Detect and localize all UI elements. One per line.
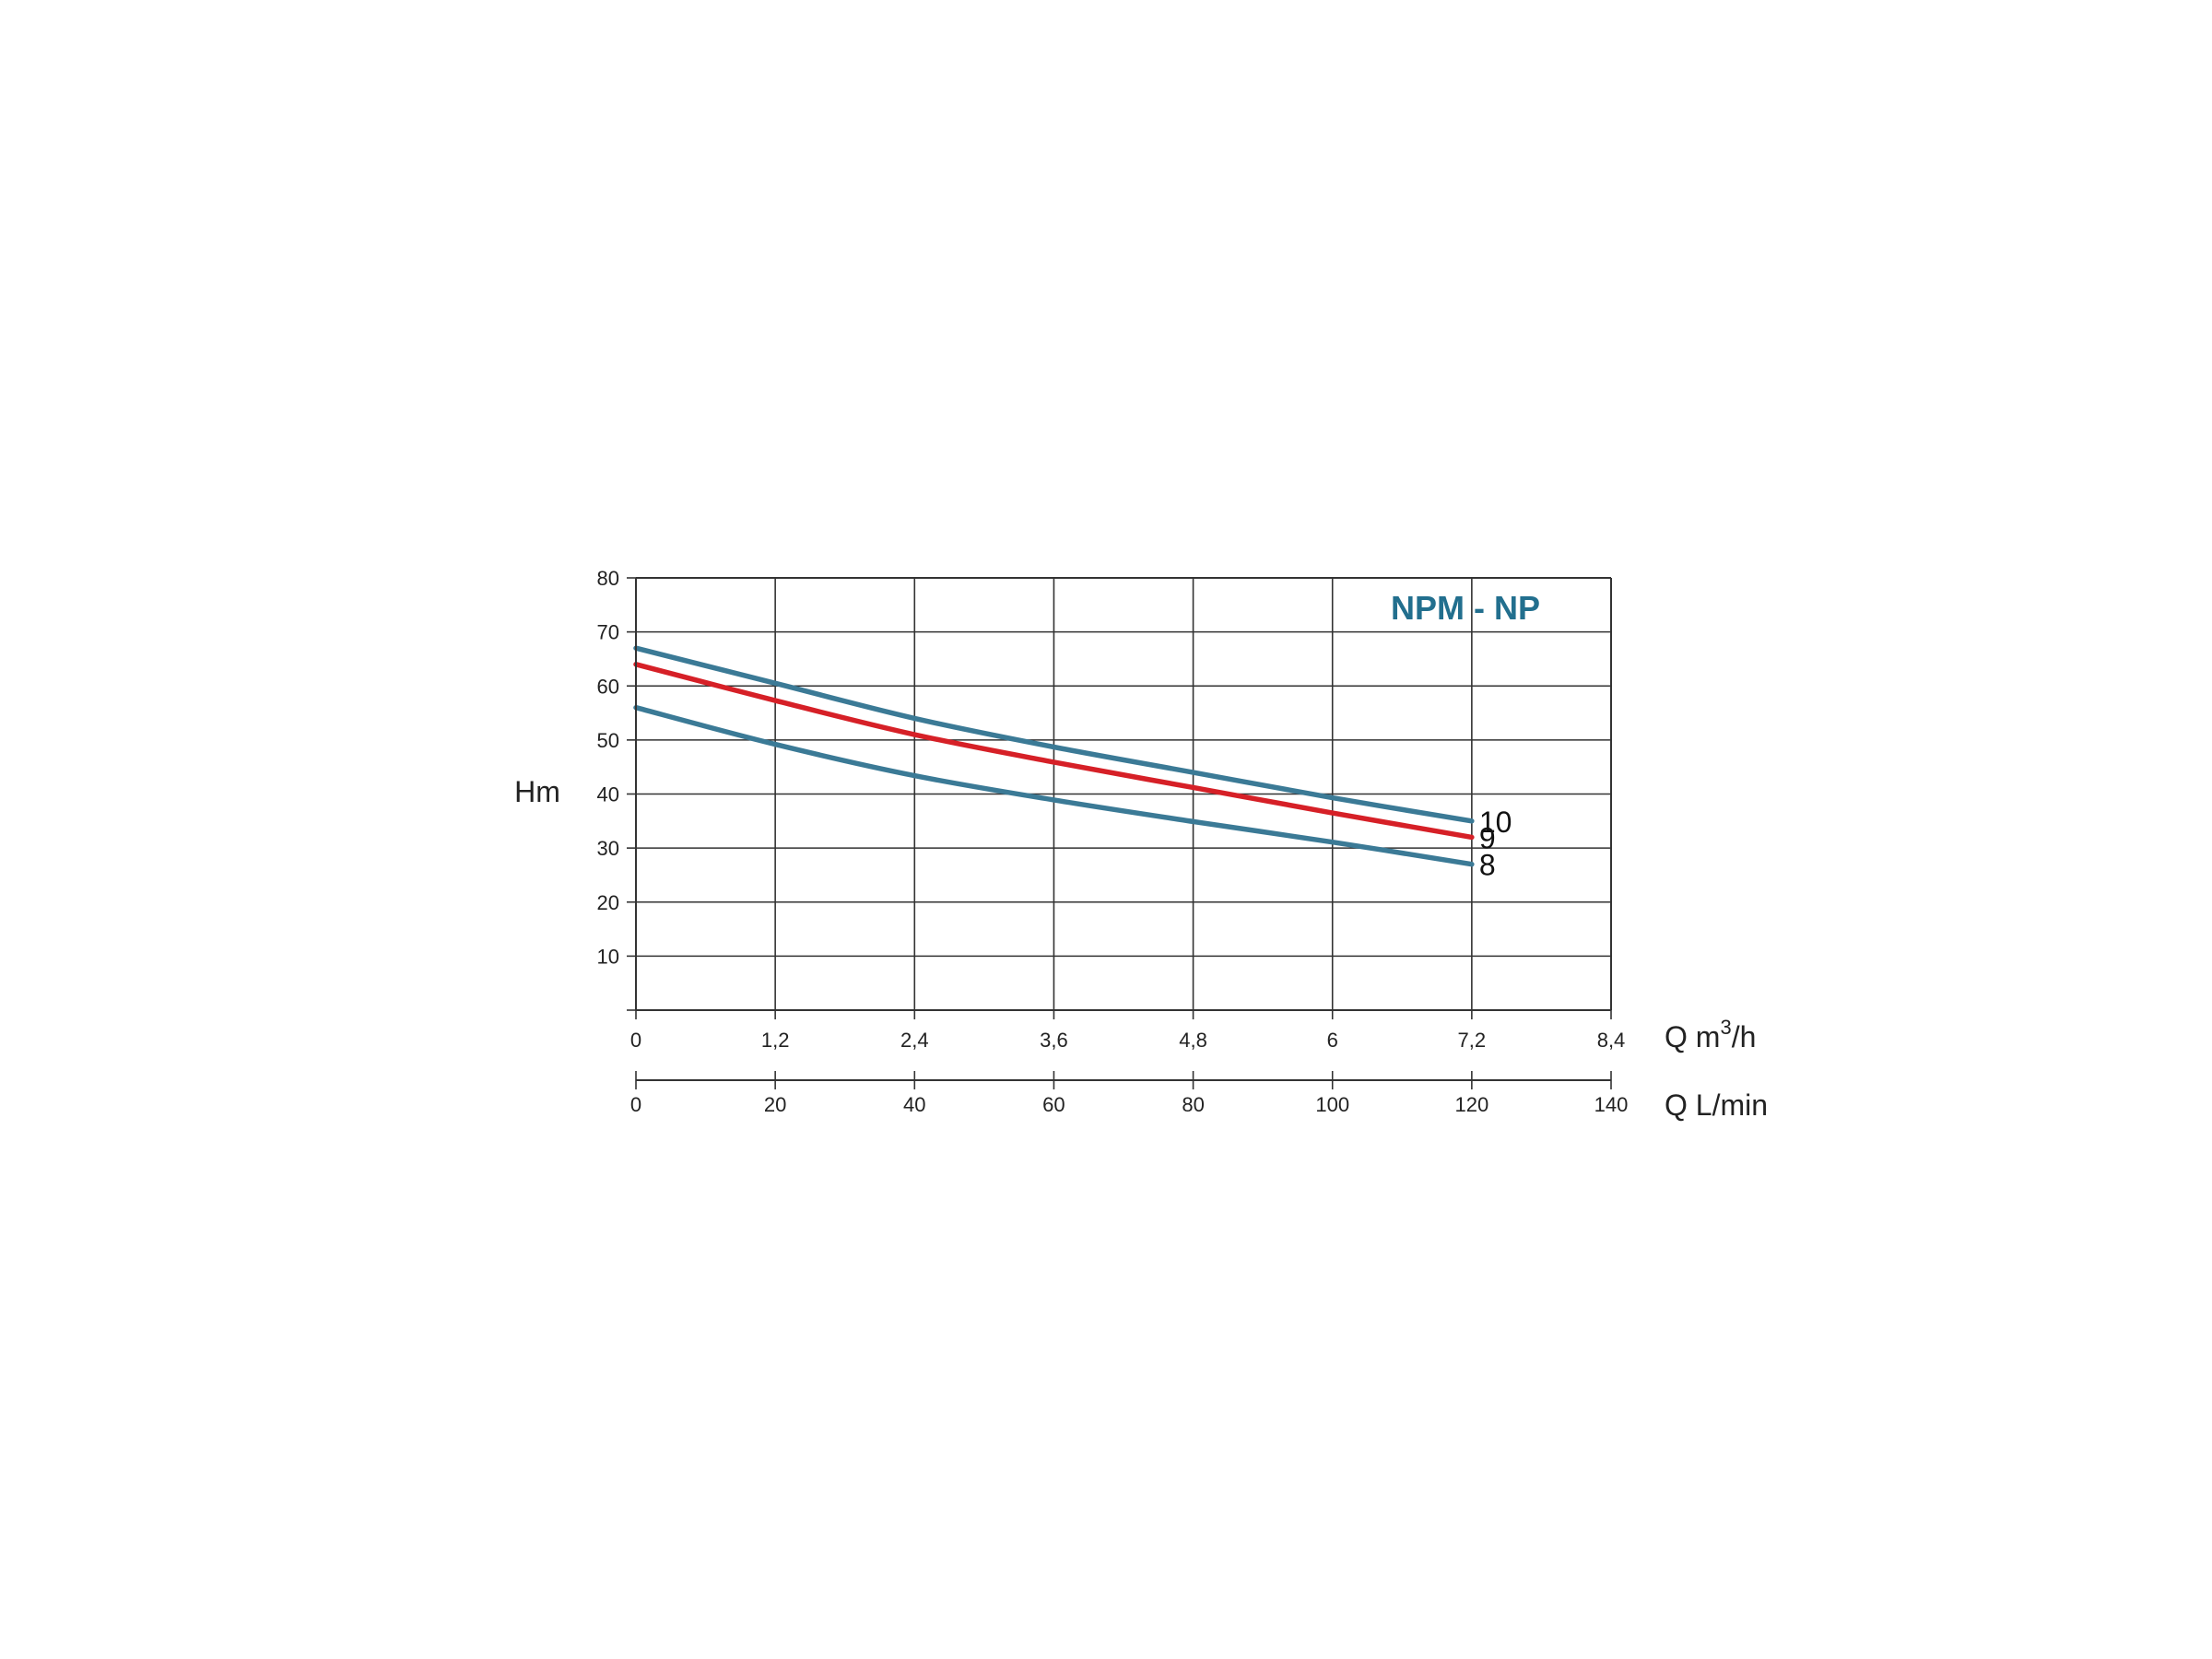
series-label-8: 8: [1479, 849, 1496, 882]
x-axis-label-sup: 3: [1720, 1016, 1731, 1039]
x2-tick-label: 60: [1042, 1093, 1065, 1116]
x2-tick-label: 0: [630, 1093, 641, 1116]
y-tick-label: 80: [597, 567, 619, 590]
y-tick-label: 30: [597, 837, 619, 860]
x2-tick-label: 100: [1315, 1093, 1349, 1116]
series: [633, 645, 1475, 867]
x-axis-label-tail: /h: [1732, 1020, 1757, 1053]
y-tick-label: 20: [597, 891, 619, 914]
series-line-10: [633, 645, 1475, 824]
x2-tick-label: 20: [764, 1093, 786, 1116]
axes: 10 20 30 40 50 60 70 80 0 1,2 2,4 3,6 4,8 6 7,2 8,4 0 20 4…: [597, 567, 1629, 1116]
x-tick-label: 7,2: [1458, 1029, 1487, 1052]
x2-tick-label: 140: [1594, 1093, 1629, 1116]
x-tick-label: 2,4: [900, 1029, 929, 1052]
x-axis-label: Q m3/h: [1665, 1016, 1756, 1053]
x-tick-label: 0: [630, 1029, 641, 1052]
chart-title: NPM - NP: [1391, 589, 1540, 627]
x-tick-label: 1,2: [761, 1029, 790, 1052]
y-tick-label: 60: [597, 675, 619, 698]
x2-tick-label: 120: [1454, 1093, 1488, 1116]
x-tick-label: 8,4: [1597, 1029, 1626, 1052]
y-tick-label: 50: [597, 729, 619, 752]
x2-axis-label: Q L/min: [1665, 1088, 1768, 1122]
y-axis-label: Hm: [514, 775, 560, 808]
series-line-9: [633, 662, 1475, 841]
x2-tick-label: 80: [1182, 1093, 1204, 1116]
grid: [636, 577, 1611, 1010]
x-tick-label: 6: [1327, 1029, 1338, 1052]
series-label-9: 9: [1479, 821, 1496, 854]
y-tick-label: 10: [597, 945, 619, 968]
y-tick-label: 40: [597, 783, 619, 806]
x-tick-label: 3,6: [1040, 1029, 1068, 1052]
series-label-10: 10: [1479, 806, 1512, 839]
series-line-8: [633, 704, 1475, 867]
x2-tick-label: 40: [903, 1093, 925, 1116]
x-axis-label-main: Q m: [1665, 1020, 1720, 1053]
y-tick-label: 70: [597, 621, 619, 644]
x-tick-label: 4,8: [1179, 1029, 1207, 1052]
